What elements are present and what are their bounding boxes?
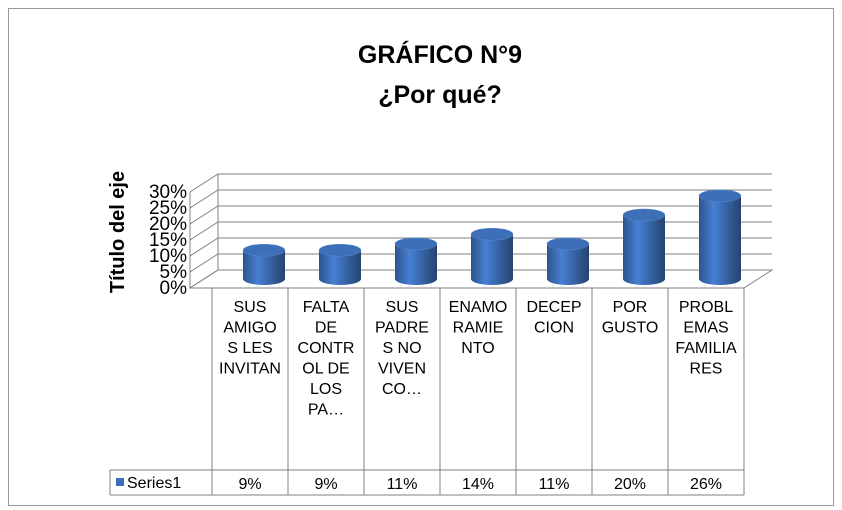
category-label: PROBL EMAS FAMILIA RES [675, 299, 737, 378]
cylinder [546, 237, 590, 285]
y-tick-label: 30% [149, 182, 187, 203]
cylinder-body [547, 243, 589, 285]
y-tick-label: 5% [160, 262, 188, 283]
cylinder-top [698, 189, 742, 203]
value-label: 20% [614, 476, 646, 493]
cylinder-top [318, 243, 362, 257]
cylinder [318, 243, 362, 285]
cylinder-body [471, 234, 513, 285]
y-axis-title: Título del eje [107, 171, 129, 293]
category-label: POR GUSTO [602, 299, 659, 337]
cylinder [470, 227, 514, 285]
cylinder-top [622, 208, 666, 222]
cylinder-body [395, 243, 437, 285]
value-label: 9% [238, 476, 261, 493]
cylinder [394, 237, 438, 285]
cylinder-top [394, 237, 438, 251]
cylinder-body [243, 250, 285, 285]
cylinder-top [242, 243, 286, 257]
value-label: 11% [539, 476, 570, 493]
y-tick-label: 20% [149, 214, 187, 235]
cylinder [622, 208, 666, 285]
value-label: 11% [387, 476, 418, 493]
cylinder [242, 243, 286, 285]
category-label: DECEP CION [526, 299, 581, 337]
legend-key [116, 478, 124, 486]
y-tick-label: 15% [149, 230, 187, 251]
y-tick-label: 10% [149, 246, 187, 267]
y-tick-label: 25% [149, 198, 187, 219]
category-label: SUS PADRE S NO VIVEN CO… [375, 299, 429, 398]
cylinder-body [319, 250, 361, 285]
cylinder-body [699, 195, 741, 285]
chart-title: GRÁFICO N°9 [358, 40, 522, 69]
legend-label: Series1 [127, 475, 181, 492]
value-label: 9% [314, 476, 337, 493]
value-label: 14% [462, 476, 494, 493]
category-label: SUS AMIGO S LES INVITAN [219, 299, 281, 378]
cylinder-body [623, 215, 665, 285]
value-label: 26% [690, 476, 722, 493]
chart-subtitle: ¿Por qué? [378, 81, 502, 109]
category-label: FALTA DE CONTR OL DE LOS PA… [298, 299, 355, 419]
cylinder [698, 189, 742, 285]
category-label: ENAMO RAMIE NTO [449, 299, 508, 357]
cylinder-top [546, 237, 590, 251]
cylinder-top [470, 227, 514, 241]
y-tick-label: 0% [160, 278, 188, 299]
